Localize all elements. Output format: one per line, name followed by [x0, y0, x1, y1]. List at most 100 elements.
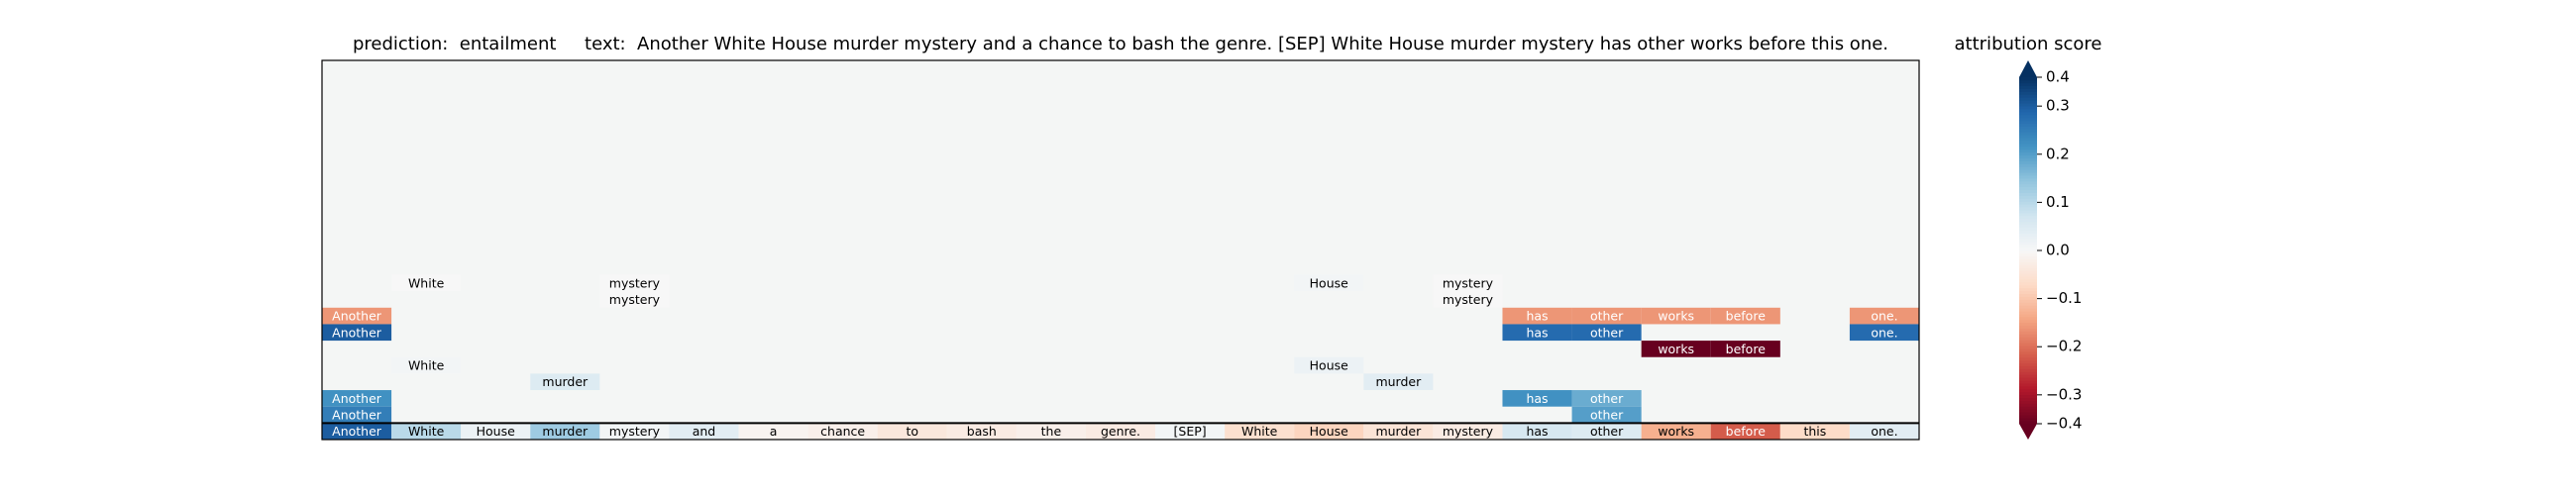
- colorbar-segment: [2019, 261, 2037, 265]
- cell-token: to: [906, 424, 918, 439]
- colorbar-segment: [2019, 249, 2037, 254]
- heatmap-cell: [1641, 307, 1711, 325]
- colorbar-tick-label: 0.3: [2046, 97, 2070, 115]
- colorbar-segment: [2019, 91, 2037, 95]
- colorbar-segment: [2019, 189, 2037, 193]
- colorbar-segment: [2019, 299, 2037, 303]
- cell-token: a: [770, 424, 778, 439]
- colorbar-segment: [2019, 132, 2037, 136]
- cell-token: House: [1310, 275, 1348, 290]
- colorbar-segment: [2019, 287, 2037, 292]
- cell-token: mystery: [609, 275, 661, 290]
- heatmap-cell: [322, 423, 392, 440]
- colorbar-segment: [2019, 310, 2037, 315]
- colorbar-segment: [2019, 412, 2037, 416]
- colorbar-segment: [2019, 347, 2037, 352]
- colorbar-segment: [2019, 371, 2037, 375]
- colorbar-segment: [2019, 275, 2037, 280]
- cell-token: White: [408, 424, 445, 439]
- colorbar-tick-label: −0.3: [2046, 385, 2082, 403]
- cell-token: [SEP]: [1174, 424, 1207, 439]
- heatmap-cell: [1502, 423, 1572, 440]
- cell-token: Another: [332, 424, 382, 439]
- heatmap-cell: [877, 423, 947, 440]
- heatmap-cell: [530, 373, 600, 391]
- colorbar-segment: [2019, 403, 2037, 407]
- colorbar-segment: [2019, 137, 2037, 142]
- colorbar-segment: [2019, 212, 2037, 217]
- cell-token: other: [1590, 309, 1624, 324]
- colorbar-tick-label: 0.1: [2046, 193, 2070, 211]
- colorbar-segment: [2019, 151, 2037, 156]
- cell-token: Another: [332, 325, 382, 340]
- colorbar-segment: [2019, 353, 2037, 358]
- heatmap-cell: [1225, 423, 1295, 440]
- colorbar-segment: [2019, 281, 2037, 286]
- heatmap-frame: [321, 59, 1920, 441]
- colorbar-segment: [2019, 180, 2037, 185]
- cell-token: White: [1241, 424, 1278, 439]
- colorbar-segment: [2019, 79, 2037, 84]
- chart-title: prediction: entailment text: Another Whi…: [353, 34, 1888, 54]
- colorbar-segment: [2019, 183, 2037, 188]
- colorbar-segment: [2019, 154, 2037, 158]
- cell-token: murder: [542, 424, 589, 439]
- colorbar-segment: [2019, 340, 2037, 344]
- colorbar-segment: [2019, 227, 2037, 231]
- heatmap-cell: [1294, 423, 1364, 440]
- cell-token: before: [1726, 424, 1767, 439]
- colorbar-segment: [2019, 148, 2037, 153]
- colorbar-segment: [2019, 123, 2037, 127]
- colorbar-segment: [2019, 270, 2037, 274]
- cell-token: House: [1310, 358, 1348, 373]
- colorbar-tick-label: 0.4: [2046, 68, 2070, 86]
- cell-token: mystery: [1443, 424, 1494, 439]
- colorbar-segment: [2019, 267, 2037, 271]
- colorbar-segment: [2019, 88, 2037, 92]
- heatmap-cell: [1155, 423, 1226, 440]
- colorbar-tick-label: 0.2: [2046, 145, 2070, 162]
- heatmap-cell: [669, 423, 739, 440]
- colorbar-segment: [2019, 174, 2037, 179]
- colorbar-segment: [2019, 166, 2037, 170]
- heatmap-cell: [1641, 341, 1711, 357]
- colorbar-segment: [2019, 417, 2037, 422]
- colorbar-segment: [2019, 350, 2037, 355]
- heatmap-cell: [461, 423, 531, 440]
- colorbar-extend-bottom: [2019, 424, 2037, 440]
- colorbar-segment: [2019, 414, 2037, 419]
- cell-token: one.: [1871, 325, 1897, 340]
- colorbar-segment: [2019, 362, 2037, 366]
- colorbar-label: attribution score: [1955, 34, 2102, 54]
- colorbar-segment: [2019, 328, 2037, 332]
- colorbar-segment: [2019, 143, 2037, 148]
- cell-token: works: [1658, 309, 1694, 324]
- colorbar-segment: [2019, 379, 2037, 384]
- cell-token: one.: [1871, 309, 1897, 324]
- cell-token: the: [1041, 424, 1062, 439]
- colorbar-segment: [2019, 322, 2037, 327]
- cell-token: and: [693, 424, 716, 439]
- colorbar-segment: [2019, 359, 2037, 364]
- heatmap-cell: [1641, 423, 1711, 440]
- heatmap-cell: [1849, 324, 1919, 342]
- colorbar-segment: [2019, 278, 2037, 283]
- heatmap-cell: [322, 307, 392, 325]
- colorbar-segment: [2019, 117, 2037, 122]
- cell-token: other: [1590, 408, 1624, 423]
- cell-token: mystery: [609, 424, 661, 439]
- heatmap-cell: [530, 423, 600, 440]
- cell-token: other: [1590, 325, 1624, 340]
- heatmap-cell: [807, 423, 878, 440]
- cell-token: House: [1310, 424, 1348, 439]
- colorbar-segment: [2019, 233, 2037, 237]
- heatmap-cell: [1363, 373, 1434, 391]
- heatmap-cell: [1294, 274, 1364, 292]
- colorbar-segment: [2019, 206, 2037, 211]
- heatmap-cell: [1779, 423, 1850, 440]
- colorbar-segment: [2019, 120, 2037, 124]
- colorbar-segment: [2019, 305, 2037, 309]
- heatmap-cell: [1294, 356, 1364, 374]
- cell-token: one.: [1871, 424, 1897, 439]
